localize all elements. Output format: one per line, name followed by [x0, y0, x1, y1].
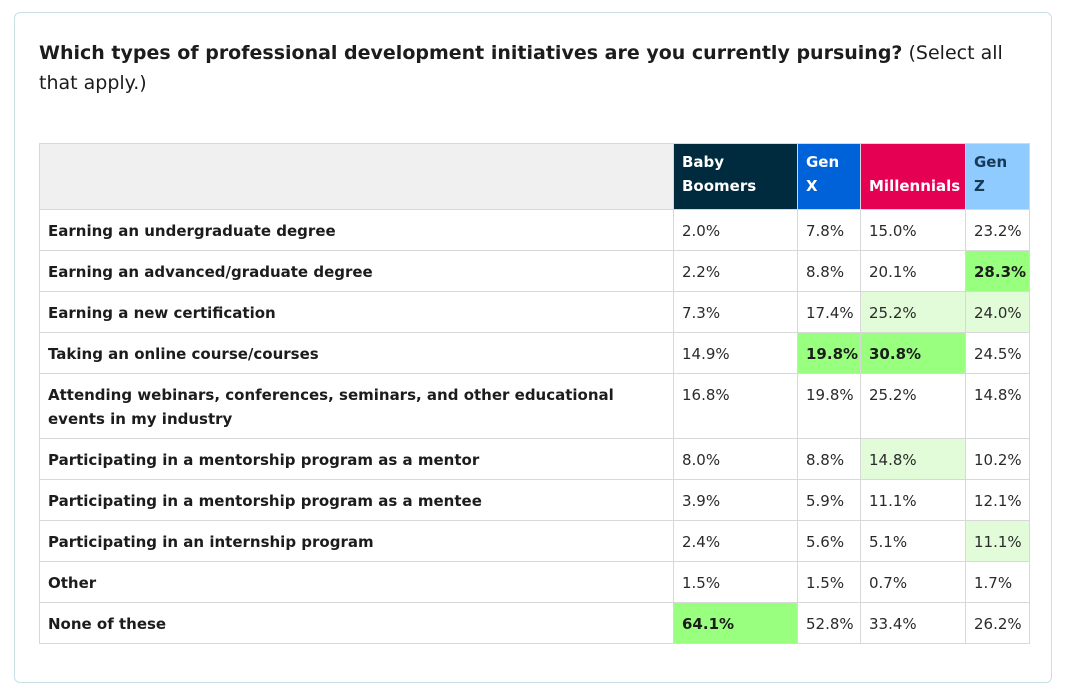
value-cell-gen-x: 17.4% [797, 291, 861, 333]
value-cell-gen-z: 26.2% [965, 602, 1030, 644]
value-cell-millennials: 25.2% [860, 291, 966, 333]
value-cell-millennials: 33.4% [860, 602, 966, 644]
value-cell-millennials: 14.8% [860, 438, 966, 480]
row-label: Taking an online course/courses [39, 332, 674, 374]
value-cell-millennials: 11.1% [860, 479, 966, 521]
row-label: Participating in an internship program [39, 520, 674, 562]
value-cell-baby-boomers: 1.5% [673, 561, 798, 603]
value-cell-baby-boomers: 16.8% [673, 373, 798, 439]
value-cell-baby-boomers: 2.4% [673, 520, 798, 562]
value-cell-gen-x: 19.8% [797, 332, 861, 374]
table-row: Participating in a mentorship program as… [39, 438, 1030, 480]
row-label: Earning an advanced/graduate degree [39, 250, 674, 292]
value-cell-gen-x: 19.8% [797, 373, 861, 439]
table-row: None of these 64.1% 52.8% 33.4% 26.2% [39, 602, 1030, 644]
value-cell-baby-boomers: 8.0% [673, 438, 798, 480]
value-cell-gen-x: 8.8% [797, 250, 861, 292]
table-row: Taking an online course/courses 14.9% 19.8… [39, 332, 1030, 374]
column-header-gen-z: Gen Z [965, 143, 1030, 210]
value-cell-gen-x: 8.8% [797, 438, 861, 480]
row-label: Earning an undergraduate degree [39, 209, 674, 251]
row-label: Earning a new certification [39, 291, 674, 333]
value-cell-baby-boomers: 14.9% [673, 332, 798, 374]
value-cell-gen-z: 1.7% [965, 561, 1030, 603]
value-cell-millennials: 25.2% [860, 373, 966, 439]
table-row: Earning an undergraduate degree 2.0% 7.8% 1… [39, 209, 1030, 251]
table-row: Attending webinars, conferences, seminar… [39, 373, 1030, 439]
table-row: Participating in an internship program 2.… [39, 520, 1030, 562]
value-cell-baby-boomers: 64.1% [673, 602, 798, 644]
value-cell-millennials: 15.0% [860, 209, 966, 251]
value-cell-gen-z: 23.2% [965, 209, 1030, 251]
value-cell-gen-z: 10.2% [965, 438, 1030, 480]
row-label: Participating in a mentorship program as… [39, 438, 674, 480]
results-table: Baby Boomers Gen X Millennials Gen Z Ear… [39, 143, 1030, 644]
value-cell-gen-x: 7.8% [797, 209, 861, 251]
value-cell-millennials: 30.8% [860, 332, 966, 374]
column-header-millennials: Millennials [860, 143, 966, 210]
question-note: (Select all that apply.) [39, 42, 1003, 94]
table-body: Earning an undergraduate degree 2.0% 7.8% 1… [39, 209, 1030, 644]
value-cell-gen-x: 5.6% [797, 520, 861, 562]
value-cell-baby-boomers: 3.9% [673, 479, 798, 521]
table-row: Earning a new certification 7.3% 17.4% 25.2… [39, 291, 1030, 333]
value-cell-gen-z: 11.1% [965, 520, 1030, 562]
question-text: Which types of professional development … [39, 42, 903, 64]
row-label: Other [39, 561, 674, 603]
value-cell-baby-boomers: 2.2% [673, 250, 798, 292]
value-cell-millennials: 0.7% [860, 561, 966, 603]
value-cell-millennials: 5.1% [860, 520, 966, 562]
value-cell-gen-z: 14.8% [965, 373, 1030, 439]
row-label: Attending webinars, conferences, seminar… [39, 373, 674, 439]
row-label: None of these [39, 602, 674, 644]
column-header-gen-x: Gen X [797, 143, 861, 210]
header-row: Baby Boomers Gen X Millennials Gen Z [39, 143, 1030, 210]
value-cell-gen-x: 5.9% [797, 479, 861, 521]
value-cell-gen-x: 52.8% [797, 602, 861, 644]
value-cell-millennials: 20.1% [860, 250, 966, 292]
table-row: Earning an advanced/graduate degree 2.2% 8… [39, 250, 1030, 292]
row-label: Participating in a mentorship program as… [39, 479, 674, 521]
value-cell-gen-z: 24.5% [965, 332, 1030, 374]
value-cell-gen-z: 12.1% [965, 479, 1030, 521]
table-row: Other 1.5% 1.5% 0.7% 1.7% [39, 561, 1030, 603]
value-cell-gen-z: 24.0% [965, 291, 1030, 333]
value-cell-gen-z: 28.3% [965, 250, 1030, 292]
question-title: Which types of professional development … [39, 38, 1029, 98]
value-cell-baby-boomers: 7.3% [673, 291, 798, 333]
table-row: Participating in a mentorship program as… [39, 479, 1030, 521]
value-cell-baby-boomers: 2.0% [673, 209, 798, 251]
value-cell-gen-x: 1.5% [797, 561, 861, 603]
column-header-baby-boomers: Baby Boomers [673, 143, 798, 210]
header-corner [39, 143, 674, 210]
